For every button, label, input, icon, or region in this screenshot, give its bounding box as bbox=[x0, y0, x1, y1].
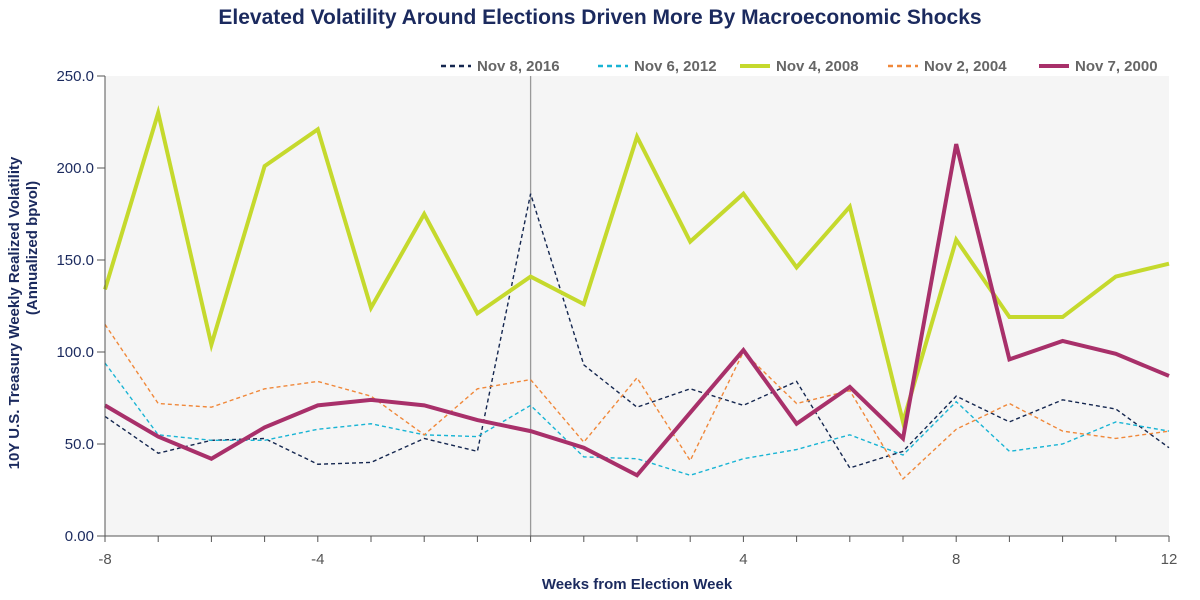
series-line-nov-8-2016 bbox=[104, 193, 1170, 469]
series-line-nov-2-2004 bbox=[104, 324, 1170, 481]
series-line-nov-7-2000 bbox=[103, 143, 1170, 478]
x-tick-label: -8 bbox=[98, 551, 111, 568]
y-tick-label: 250.0 bbox=[56, 68, 94, 85]
y-axis-title: 10Y U.S. Treasury Weekly Realized Volati… bbox=[6, 156, 23, 469]
y-tick-label: 200.0 bbox=[56, 160, 94, 177]
legend-label: Nov 6, 2012 bbox=[634, 58, 717, 75]
y-tick-label: 0.00 bbox=[65, 528, 94, 545]
x-tick-label: 4 bbox=[739, 551, 747, 568]
x-tick-label: -4 bbox=[311, 551, 324, 568]
legend-label: Nov 2, 2004 bbox=[924, 58, 1007, 75]
x-axis-title: Weeks from Election Week bbox=[542, 576, 733, 593]
legend-label: Nov 8, 2016 bbox=[477, 58, 560, 75]
legend-label: Nov 4, 2008 bbox=[776, 58, 859, 75]
legend-label: Nov 7, 2000 bbox=[1075, 58, 1158, 75]
y-tick-label: 50.0 bbox=[65, 436, 94, 453]
y-tick-label: 150.0 bbox=[56, 252, 94, 269]
chart-title: Elevated Volatility Around Elections Dri… bbox=[218, 6, 982, 29]
series-line-nov-6-2012 bbox=[104, 362, 1170, 477]
y-tick-label: 100.0 bbox=[56, 344, 94, 361]
x-tick-label: 8 bbox=[952, 551, 960, 568]
plot-background bbox=[105, 76, 1169, 536]
x-tick-label: 12 bbox=[1161, 551, 1178, 568]
y-axis-title-units: (Annualized bpvol) bbox=[24, 181, 41, 315]
